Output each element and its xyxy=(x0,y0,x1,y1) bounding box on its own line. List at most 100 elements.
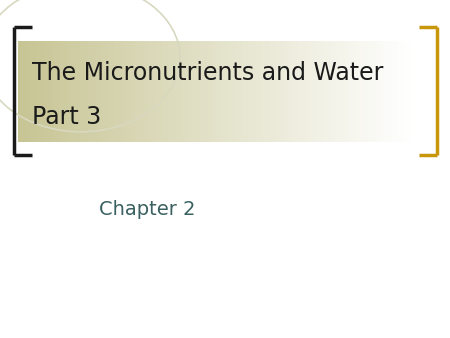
Bar xyxy=(107,41,108,142)
Bar xyxy=(357,41,359,142)
Bar xyxy=(105,41,107,142)
Bar xyxy=(233,41,235,142)
Bar xyxy=(400,41,401,142)
Bar xyxy=(48,41,50,142)
Bar xyxy=(336,41,338,142)
Bar xyxy=(171,41,173,142)
Bar xyxy=(204,41,206,142)
Bar xyxy=(35,41,37,142)
Bar xyxy=(402,41,404,142)
Bar xyxy=(381,41,383,142)
Bar xyxy=(223,41,225,142)
Bar xyxy=(320,41,322,142)
Bar xyxy=(405,41,406,142)
Bar xyxy=(31,41,33,142)
Bar xyxy=(225,41,227,142)
Bar xyxy=(47,41,49,142)
Bar xyxy=(385,41,387,142)
Bar xyxy=(110,41,112,142)
Bar xyxy=(236,41,238,142)
Bar xyxy=(89,41,91,142)
Bar xyxy=(322,41,324,142)
Bar xyxy=(361,41,363,142)
Bar xyxy=(192,41,194,142)
Text: The Micronutrients and Water: The Micronutrients and Water xyxy=(32,61,383,85)
Bar xyxy=(92,41,94,142)
Bar xyxy=(52,41,54,142)
Bar xyxy=(212,41,214,142)
Bar xyxy=(306,41,307,142)
Bar xyxy=(377,41,379,142)
Bar xyxy=(360,41,362,142)
Bar xyxy=(103,41,104,142)
Bar xyxy=(188,41,190,142)
Bar xyxy=(348,41,350,142)
Bar xyxy=(134,41,136,142)
Bar xyxy=(27,41,29,142)
Bar xyxy=(168,41,170,142)
Bar xyxy=(93,41,95,142)
Text: Chapter 2: Chapter 2 xyxy=(99,200,195,219)
Bar xyxy=(36,41,38,142)
Bar xyxy=(389,41,391,142)
Bar xyxy=(113,41,115,142)
Bar xyxy=(331,41,333,142)
Bar xyxy=(66,41,68,142)
Bar xyxy=(170,41,171,142)
Bar xyxy=(211,41,212,142)
Bar xyxy=(270,41,272,142)
Bar xyxy=(167,41,169,142)
Bar xyxy=(84,41,86,142)
Bar xyxy=(19,41,21,142)
Bar xyxy=(69,41,71,142)
Bar xyxy=(51,41,53,142)
Bar xyxy=(60,41,62,142)
Bar xyxy=(277,41,279,142)
Bar xyxy=(324,41,326,142)
Bar xyxy=(121,41,123,142)
Bar xyxy=(312,41,314,142)
Bar xyxy=(384,41,385,142)
Bar xyxy=(147,41,149,142)
Bar xyxy=(62,41,63,142)
Bar xyxy=(344,41,346,142)
Bar xyxy=(141,41,143,142)
Bar xyxy=(202,41,203,142)
Bar xyxy=(282,41,284,142)
Bar xyxy=(150,41,152,142)
Bar xyxy=(248,41,249,142)
Bar xyxy=(356,41,358,142)
Bar xyxy=(291,41,293,142)
Bar xyxy=(411,41,413,142)
Bar xyxy=(299,41,301,142)
Bar xyxy=(200,41,202,142)
Bar xyxy=(232,41,234,142)
Text: Part 3: Part 3 xyxy=(32,104,101,129)
Bar xyxy=(267,41,269,142)
Bar xyxy=(275,41,277,142)
Bar xyxy=(71,41,72,142)
Bar xyxy=(250,41,252,142)
Bar xyxy=(301,41,302,142)
Bar xyxy=(39,41,41,142)
Bar xyxy=(303,41,305,142)
Bar xyxy=(393,41,395,142)
Bar xyxy=(163,41,165,142)
Bar xyxy=(325,41,327,142)
Bar xyxy=(398,41,400,142)
Bar xyxy=(38,41,40,142)
Bar xyxy=(130,41,132,142)
Bar xyxy=(100,41,102,142)
Bar xyxy=(298,41,300,142)
Bar xyxy=(129,41,130,142)
Bar xyxy=(54,41,55,142)
Bar xyxy=(68,41,70,142)
Bar xyxy=(183,41,185,142)
Bar xyxy=(315,41,317,142)
Bar xyxy=(135,41,137,142)
Bar xyxy=(335,41,337,142)
Bar xyxy=(187,41,189,142)
Bar xyxy=(182,41,184,142)
Bar xyxy=(366,41,368,142)
Bar xyxy=(207,41,208,142)
